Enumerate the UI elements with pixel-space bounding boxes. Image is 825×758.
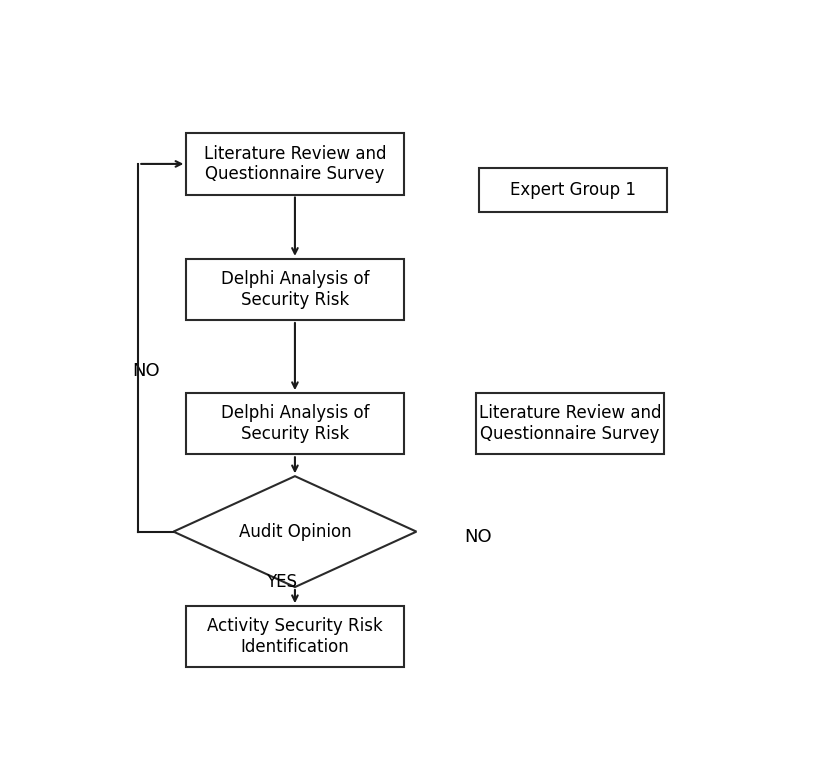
Text: Activity Security Risk
Identification: Activity Security Risk Identification <box>207 617 383 656</box>
Text: Expert Group 1: Expert Group 1 <box>510 181 636 199</box>
Polygon shape <box>173 476 417 587</box>
Bar <box>186 258 403 320</box>
Bar <box>186 393 403 454</box>
Text: YES: YES <box>266 573 297 591</box>
Text: NO: NO <box>132 362 159 380</box>
Text: Delphi Analysis of
Security Risk: Delphi Analysis of Security Risk <box>221 404 370 443</box>
Bar <box>478 168 667 212</box>
Text: Audit Opinion: Audit Opinion <box>238 522 351 540</box>
Text: Literature Review and
Questionnaire Survey: Literature Review and Questionnaire Surv… <box>478 404 661 443</box>
Text: Literature Review and
Questionnaire Survey: Literature Review and Questionnaire Surv… <box>204 145 386 183</box>
Bar <box>475 393 664 454</box>
Text: Delphi Analysis of
Security Risk: Delphi Analysis of Security Risk <box>221 270 370 309</box>
Text: NO: NO <box>464 528 492 547</box>
Bar <box>186 133 403 195</box>
Bar <box>186 606 403 667</box>
